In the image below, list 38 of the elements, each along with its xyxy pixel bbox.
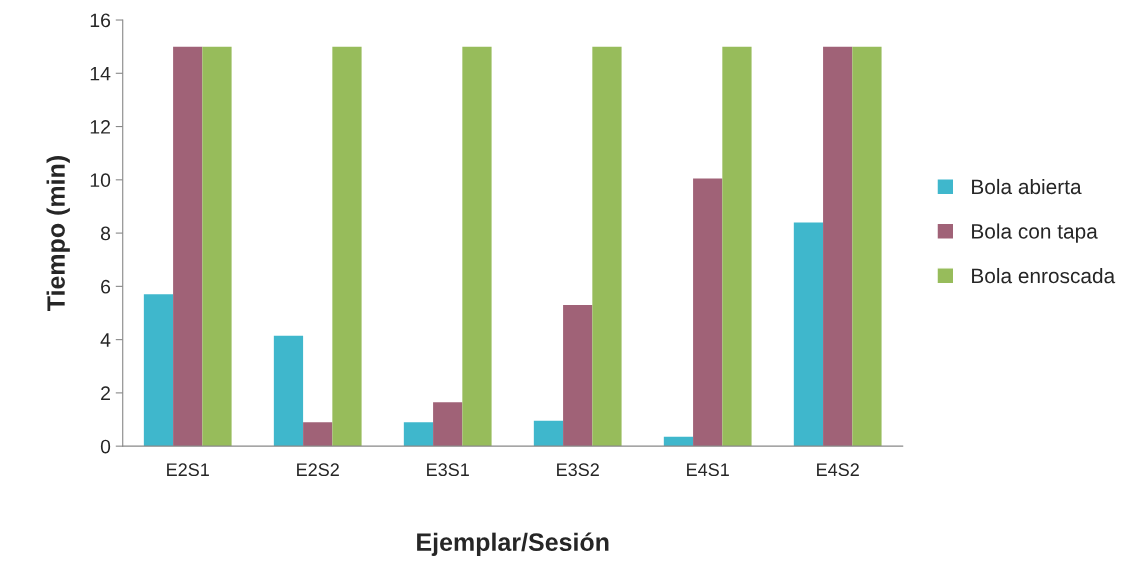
legend-label: Bola con tapa (972, 223, 1098, 243)
y-tick-label: 0 (100, 439, 111, 454)
bar (533, 420, 564, 447)
legend-label: Bola abierta (972, 178, 1082, 195)
bar (202, 46, 232, 447)
y-tick-label: 16 (90, 13, 111, 28)
bar (663, 436, 694, 447)
x-tick-label: E4S2 (817, 463, 859, 477)
bar (433, 402, 463, 447)
bar (332, 46, 362, 447)
bar (143, 294, 174, 447)
x-tick-label: E2S1 (167, 463, 209, 477)
bar (173, 46, 203, 447)
bar (592, 46, 622, 447)
bar (563, 305, 593, 447)
y-tick-label: 14 (90, 66, 111, 81)
bar (403, 422, 434, 447)
y-tick-label: 10 (90, 173, 111, 188)
y-tick-label: 8 (100, 226, 111, 241)
y-tick-label: 6 (101, 279, 111, 294)
bar (722, 46, 752, 447)
bar (823, 46, 853, 447)
x-tick-label: E3S1 (427, 463, 469, 477)
bar (693, 178, 723, 447)
y-tick-label: 4 (100, 333, 111, 347)
bar (303, 422, 333, 447)
bar (273, 335, 304, 447)
y-axis-title: Tiempo (min) (46, 156, 70, 312)
legend-label: Bola enroscada (972, 267, 1116, 284)
x-tick-label: E3S2 (557, 463, 599, 477)
x-axis-title: Ejemplar/Sesión (417, 532, 609, 556)
x-tick-label: E2S2 (297, 463, 339, 477)
bar (462, 46, 492, 447)
bar (793, 222, 824, 447)
bar (852, 46, 882, 447)
y-tick-label: 2 (101, 386, 110, 400)
y-tick-label: 12 (90, 120, 110, 134)
x-tick-label: E4S1 (687, 463, 729, 477)
